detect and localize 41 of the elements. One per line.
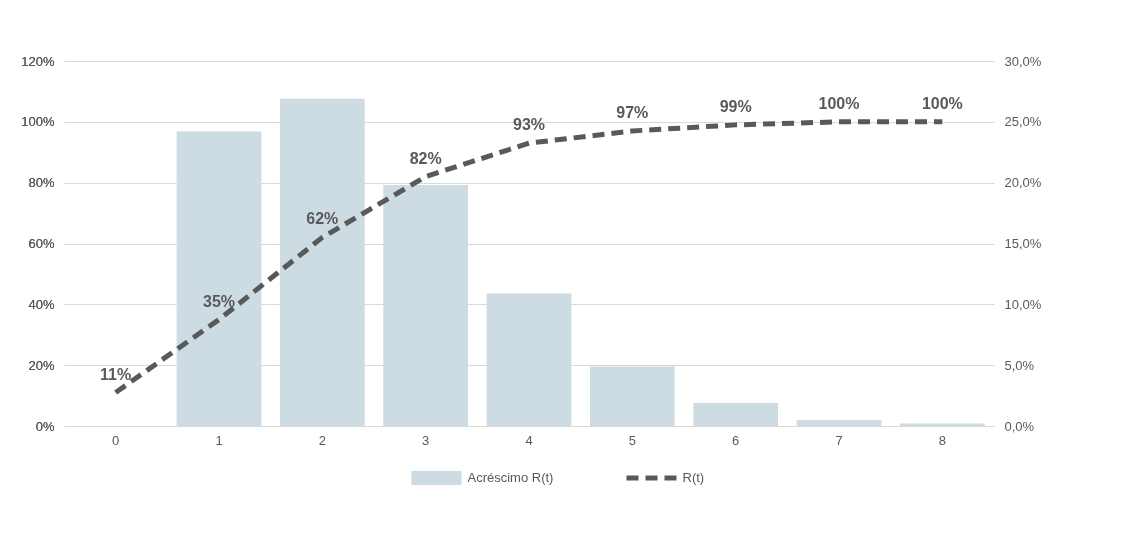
x-tick-label: 6 (732, 432, 740, 448)
y-tick-label: 100% (21, 114, 55, 130)
y2-tick-label: 15,0% (1004, 236, 1042, 251)
x-tick-label: 7 (835, 432, 843, 448)
y-tick-label: 40% (28, 296, 55, 312)
bar (279, 98, 365, 426)
bar (486, 293, 572, 426)
x-tick-label: 8 (938, 432, 946, 448)
data-label: 35% (202, 292, 236, 310)
y2-tick-label: 0,0% (1004, 418, 1035, 434)
bar (176, 131, 262, 426)
legend-label: R(t) (682, 470, 705, 485)
x-tick-label: 0 (112, 432, 120, 448)
data-label: 11% (100, 365, 132, 383)
y-tick-label: 0% (35, 418, 55, 434)
data-label: 93% (512, 116, 546, 134)
data-label: 82% (409, 149, 442, 167)
y2-tick-label: 30,0% (1004, 53, 1042, 69)
x-tick-label: 2 (318, 432, 326, 448)
x-tick-label: 3 (422, 432, 430, 448)
y-tick-label: 60% (28, 236, 55, 251)
y2-tick-label: 5,0% (1004, 357, 1035, 373)
bar (796, 419, 882, 426)
y2-tick-label: 20,0% (1004, 175, 1042, 191)
x-tick-label: 5 (628, 432, 636, 448)
data-label: 62% (306, 210, 339, 228)
x-tick-label: 1 (215, 432, 223, 448)
y-tick-label: 120% (21, 53, 55, 69)
data-label: 100% (818, 94, 860, 112)
y2-tick-label: 25,0% (1004, 114, 1042, 130)
y-tick-label: 80% (28, 175, 55, 191)
y-tick-label: 20% (28, 357, 55, 373)
x-tick-label: 4 (525, 432, 533, 448)
data-label: 97% (616, 103, 649, 121)
bar (693, 402, 779, 426)
bar (383, 185, 469, 426)
y2-tick-label: 10,0% (1004, 296, 1042, 312)
legend-label: Acréscimo R(t) (467, 470, 554, 485)
data-label: 100% (921, 94, 963, 112)
bar (589, 366, 675, 426)
data-label: 99% (719, 97, 752, 115)
